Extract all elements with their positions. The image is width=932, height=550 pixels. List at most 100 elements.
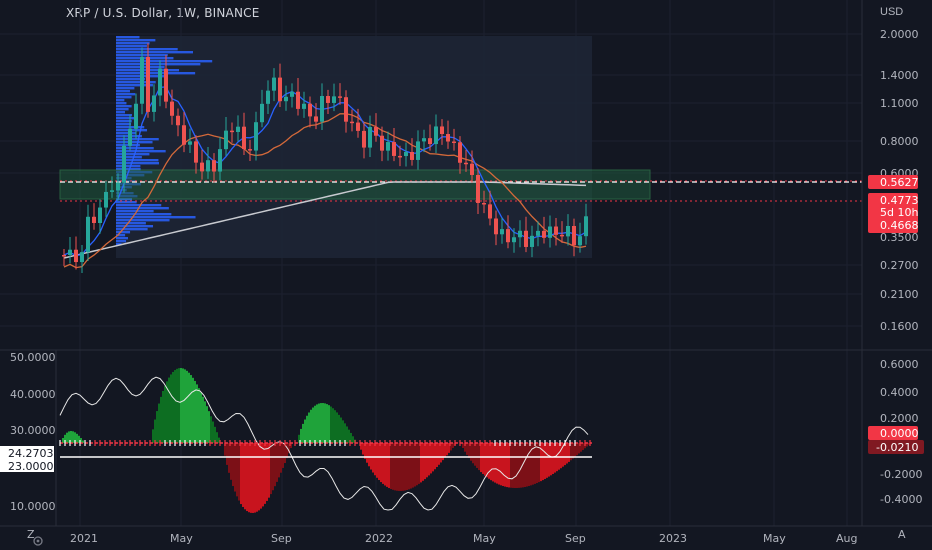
histogram-bar bbox=[568, 443, 570, 462]
volume-profile-bar bbox=[116, 231, 131, 234]
histogram-bar bbox=[496, 443, 498, 484]
candle-body bbox=[374, 127, 378, 136]
price-label: 0.2700 bbox=[880, 259, 919, 272]
candle-body bbox=[356, 122, 360, 131]
histogram-bar bbox=[452, 443, 454, 448]
candle-body bbox=[164, 68, 168, 102]
histogram-bar bbox=[412, 443, 414, 488]
volume-profile-bar bbox=[116, 84, 153, 87]
time-label: 2023 bbox=[659, 532, 687, 545]
histogram-bar bbox=[266, 443, 268, 501]
candle-body bbox=[260, 103, 264, 123]
candle-body bbox=[404, 152, 408, 157]
histogram-bar bbox=[438, 443, 440, 465]
candle-body bbox=[152, 95, 156, 112]
zoom-button[interactable]: Z bbox=[27, 528, 35, 541]
histogram-bar bbox=[372, 443, 374, 473]
candle-body bbox=[572, 226, 576, 246]
indicator-right-axis[interactable]: 0.6000 0.4000 0.2000 -0.2000 -0.4000 0.0… bbox=[868, 358, 924, 506]
price-tag-bg bbox=[868, 193, 918, 233]
histogram-bar bbox=[208, 411, 210, 443]
histogram-bar bbox=[444, 443, 446, 458]
histogram-bar bbox=[218, 437, 220, 443]
candle-body bbox=[86, 216, 90, 253]
ema-mid-line bbox=[63, 113, 587, 269]
histogram-bar bbox=[282, 443, 284, 468]
left-axis-tag: 23.0000 bbox=[8, 460, 54, 473]
candle-body bbox=[470, 163, 474, 175]
histogram-bar bbox=[246, 443, 248, 512]
candle-body bbox=[68, 249, 72, 255]
histogram-bar bbox=[388, 443, 390, 489]
time-label: May bbox=[763, 532, 786, 545]
price-axis[interactable]: 2.0000 1.4000 1.1000 0.8000 0.6000 0.270… bbox=[880, 28, 919, 333]
volume-profile-bar bbox=[116, 99, 125, 102]
volume-profile-bar bbox=[116, 48, 178, 51]
price-tag: 0.4773 bbox=[880, 194, 919, 207]
histogram-bar bbox=[338, 414, 340, 443]
histogram-bar bbox=[240, 443, 242, 505]
histogram-bar bbox=[330, 406, 332, 443]
histogram-bar bbox=[158, 403, 160, 443]
candle-body bbox=[206, 160, 210, 172]
histogram-bar bbox=[538, 443, 540, 483]
histogram-bar bbox=[398, 443, 400, 491]
candle-body bbox=[524, 230, 528, 247]
left-axis-label: 40.0000 bbox=[10, 388, 56, 401]
volume-profile-bar bbox=[116, 90, 130, 93]
histogram-bar bbox=[506, 443, 508, 488]
histogram-bar bbox=[66, 432, 68, 443]
histogram-bar bbox=[434, 443, 436, 470]
histogram-bar bbox=[476, 443, 478, 468]
gear-icon[interactable] bbox=[33, 536, 43, 546]
currency-label: USD bbox=[880, 6, 904, 18]
candle-body bbox=[98, 207, 102, 223]
left-axis-tag: 24.2703 bbox=[8, 447, 54, 460]
histogram-bar bbox=[280, 443, 282, 473]
volume-profile-bar bbox=[116, 105, 132, 108]
histogram-bar bbox=[162, 390, 164, 443]
volume-profile-bar bbox=[116, 225, 154, 228]
volume-profile-bar bbox=[116, 237, 129, 240]
candle-body bbox=[416, 141, 420, 160]
histogram-bar bbox=[540, 443, 542, 482]
auto-scale-button[interactable]: A bbox=[898, 528, 906, 541]
candle-body bbox=[170, 101, 174, 116]
histogram-bar bbox=[530, 443, 532, 486]
histogram-bar bbox=[178, 368, 180, 443]
volume-profile-bar bbox=[116, 240, 127, 243]
histogram-bar bbox=[70, 431, 72, 443]
price-label: 0.2100 bbox=[880, 288, 919, 301]
price-tag: 0.5627 bbox=[880, 176, 919, 189]
volume-profile-bar bbox=[116, 144, 140, 147]
volume-profile-bar bbox=[116, 162, 159, 165]
candle-body bbox=[566, 226, 570, 237]
histogram-bar bbox=[322, 403, 324, 443]
histogram-bar bbox=[236, 443, 238, 497]
histogram-bar bbox=[362, 443, 364, 455]
candle-body bbox=[122, 145, 126, 183]
symbol-title[interactable]: XRP / U.S. Dollar, 1W, BINANCE bbox=[66, 6, 260, 20]
histogram-bar bbox=[572, 443, 574, 459]
volume-profile-bar bbox=[116, 120, 132, 123]
left-axis-tag-bg bbox=[0, 446, 54, 459]
histogram-bar bbox=[206, 406, 208, 443]
histogram-bar bbox=[510, 443, 512, 488]
candle-body bbox=[560, 234, 564, 237]
candle-body bbox=[362, 130, 366, 148]
histogram-bar bbox=[182, 368, 184, 443]
histogram-bar bbox=[274, 443, 276, 487]
left-axis-label: 30.0000 bbox=[10, 424, 56, 437]
volume-profile-bar bbox=[116, 207, 169, 210]
histogram-bar bbox=[406, 443, 408, 491]
histogram-bar bbox=[580, 443, 582, 452]
histogram-bar bbox=[534, 443, 536, 484]
histogram-bar bbox=[332, 408, 334, 443]
time-axis[interactable]: 2021 May Sep 2022 May Sep 2023 May Aug bbox=[70, 532, 857, 545]
histogram-bar bbox=[212, 421, 214, 443]
histogram-bar bbox=[320, 403, 322, 443]
volume-profile-bar bbox=[116, 57, 174, 60]
candle-body bbox=[338, 96, 342, 98]
